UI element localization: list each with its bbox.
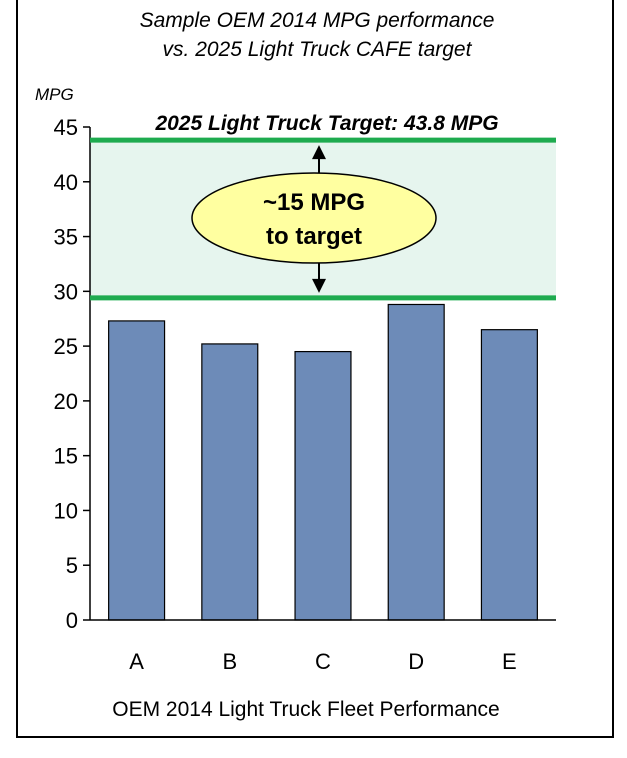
y-tick-label-45: 45 [54, 115, 78, 140]
y-tick-label-40: 40 [54, 170, 78, 195]
y-tick-label-0: 0 [66, 608, 78, 633]
chart-subtitle: vs. 2025 Light Truck CAFE target [163, 38, 473, 61]
gap-arrow-down-head [312, 278, 326, 293]
y-tick-label-35: 35 [54, 225, 78, 250]
y-tick-label-10: 10 [54, 498, 78, 523]
y-tick-label-20: 20 [54, 389, 78, 414]
bar-c [294, 350, 352, 621]
x-axis-label: OEM 2014 Light Truck Fleet Performance [112, 698, 500, 721]
x-tick-label-e: E [502, 649, 517, 674]
y-axis-label: MPG [35, 85, 74, 104]
chart-title: Sample OEM 2014 MPG performance [140, 9, 495, 32]
gap-callout-line1: ~15 MPG [263, 189, 365, 216]
x-tick-label-a: A [129, 649, 144, 674]
y-tick-label-30: 30 [54, 279, 78, 304]
target-label: 2025 Light Truck Target: 43.8 MPG [154, 112, 498, 135]
gap-arrow-up-head [312, 145, 326, 160]
y-tick-label-15: 15 [54, 444, 78, 469]
bar-e [480, 329, 538, 621]
chart-frame [16, 0, 614, 738]
bar-a [108, 320, 166, 621]
gap-callout-line2: to target [266, 223, 362, 250]
bar-d [387, 303, 445, 621]
x-tick-label-b: B [222, 649, 237, 674]
x-tick-label-d: D [408, 649, 424, 674]
bar-b [201, 343, 259, 621]
x-tick-label-c: C [315, 649, 331, 674]
gap-callout-ellipse [191, 172, 437, 264]
y-tick-label-5: 5 [66, 553, 78, 578]
y-tick-label-25: 25 [54, 334, 78, 359]
